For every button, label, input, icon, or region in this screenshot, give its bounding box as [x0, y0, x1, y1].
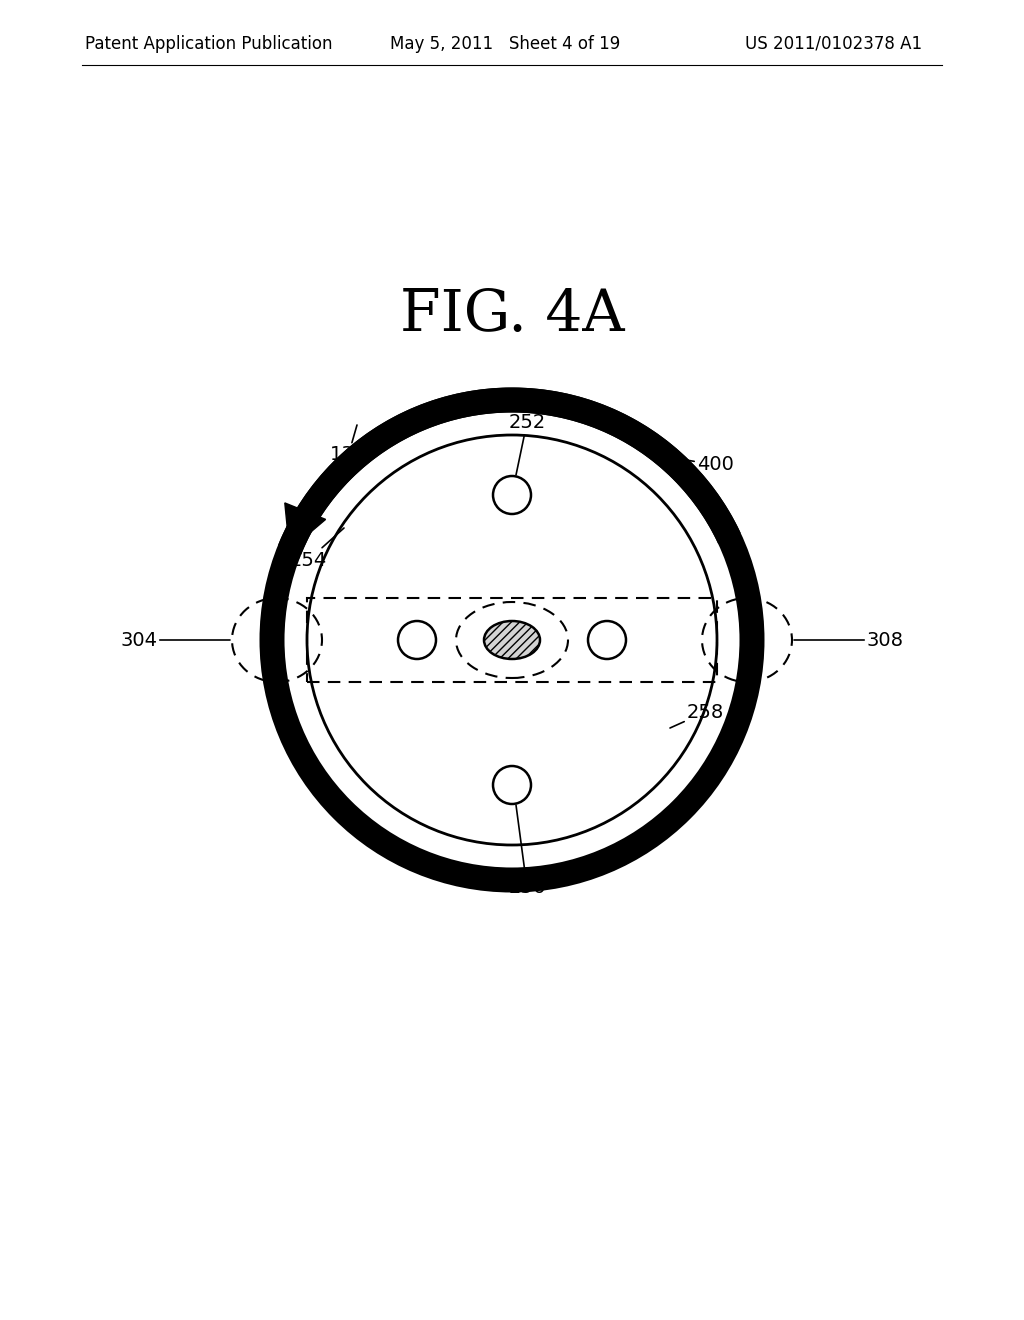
Text: 304: 304	[120, 631, 230, 649]
Circle shape	[398, 620, 436, 659]
Ellipse shape	[484, 620, 540, 659]
Circle shape	[493, 477, 531, 513]
Text: FIG. 4A: FIG. 4A	[399, 286, 625, 343]
Text: 252: 252	[508, 413, 546, 475]
Circle shape	[588, 620, 626, 659]
Text: US 2011/0102378 A1: US 2011/0102378 A1	[745, 36, 923, 53]
Text: 135: 135	[330, 425, 367, 465]
Text: 254: 254	[290, 528, 344, 569]
Text: 308: 308	[794, 631, 904, 649]
Bar	[307, 598, 717, 682]
Text: 256: 256	[508, 805, 546, 898]
Text: Patent Application Publication: Patent Application Publication	[85, 36, 333, 53]
Text: 400: 400	[657, 455, 734, 474]
Text: May 5, 2011   Sheet 4 of 19: May 5, 2011 Sheet 4 of 19	[390, 36, 621, 53]
Circle shape	[493, 766, 531, 804]
Text: 258: 258	[670, 702, 724, 729]
Polygon shape	[285, 503, 326, 550]
